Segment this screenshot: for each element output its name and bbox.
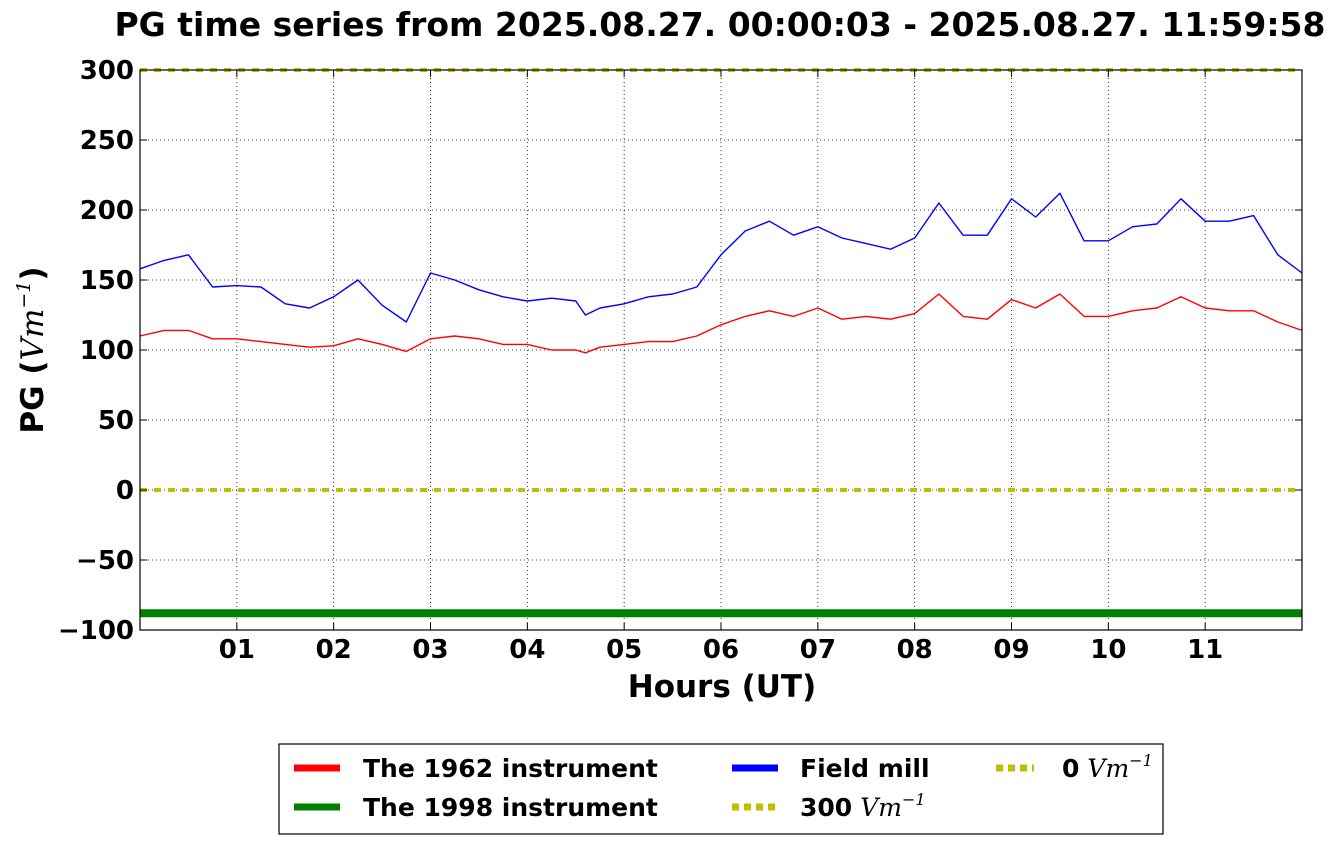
legend-label-300: 300 Vm−1 [800,790,926,822]
legend-0-unit: Vm [1087,754,1129,783]
y-axis-title-unit: Vm [15,309,51,361]
x-tick-label: 02 [316,635,352,665]
legend-label-1962: The 1962 instrument [363,754,658,783]
y-axis-title-prefix: PG ( [15,360,51,433]
x-tick-label: 01 [219,635,255,665]
y-tick-label: 150 [80,266,134,296]
series-line-field-mill [139,192,1303,323]
legend-300-exp: −1 [902,790,926,809]
x-axis-title: Hours (UT) [628,669,817,705]
legend-label-field-mill: Field mill [800,754,930,783]
series-line-1962-instrument [139,293,1303,354]
x-tick-label: 09 [993,635,1029,665]
x-tick-label: 10 [1090,635,1126,665]
y-axis: 300 250 200 150 100 50 0 −50 −100 [58,56,1302,646]
chart-title: PG time series from 2025.08.27. 00:00:03… [115,5,1326,44]
legend-300-value: 300 [800,793,852,822]
y-axis-title-suffix: ) [15,266,51,280]
y-tick-label: −100 [58,616,134,646]
x-axis: 01 02 03 04 05 06 07 08 09 10 11 [219,70,1223,665]
x-tick-label: 04 [509,635,545,665]
legend-label-0: 0 Vm−1 [1062,751,1153,783]
y-tick-label: −50 [76,546,134,576]
legend-0-exp: −1 [1129,751,1153,770]
x-tick-label: 11 [1187,635,1223,665]
x-tick-label: 07 [800,635,836,665]
legend: The 1962 instrument The 1998 instrument … [278,743,1164,835]
y-axis-title: PG (Vm−1) [13,266,51,433]
x-tick-label: 08 [897,635,933,665]
y-tick-label: 100 [80,336,134,366]
y-tick-label: 0 [116,476,134,506]
y-tick-label: 300 [80,56,134,86]
x-tick-label: 06 [703,635,739,665]
legend-label-1998: The 1998 instrument [363,793,658,822]
legend-box [278,743,1164,835]
y-tick-label: 200 [80,196,134,226]
y-tick-label: 250 [80,126,134,156]
x-tick-label: 05 [606,635,642,665]
legend-0-value: 0 [1062,754,1079,783]
legend-300-unit: Vm [860,793,902,822]
y-tick-label: 50 [98,406,134,436]
y-axis-title-exp: −1 [13,281,35,309]
x-tick-label: 03 [412,635,448,665]
